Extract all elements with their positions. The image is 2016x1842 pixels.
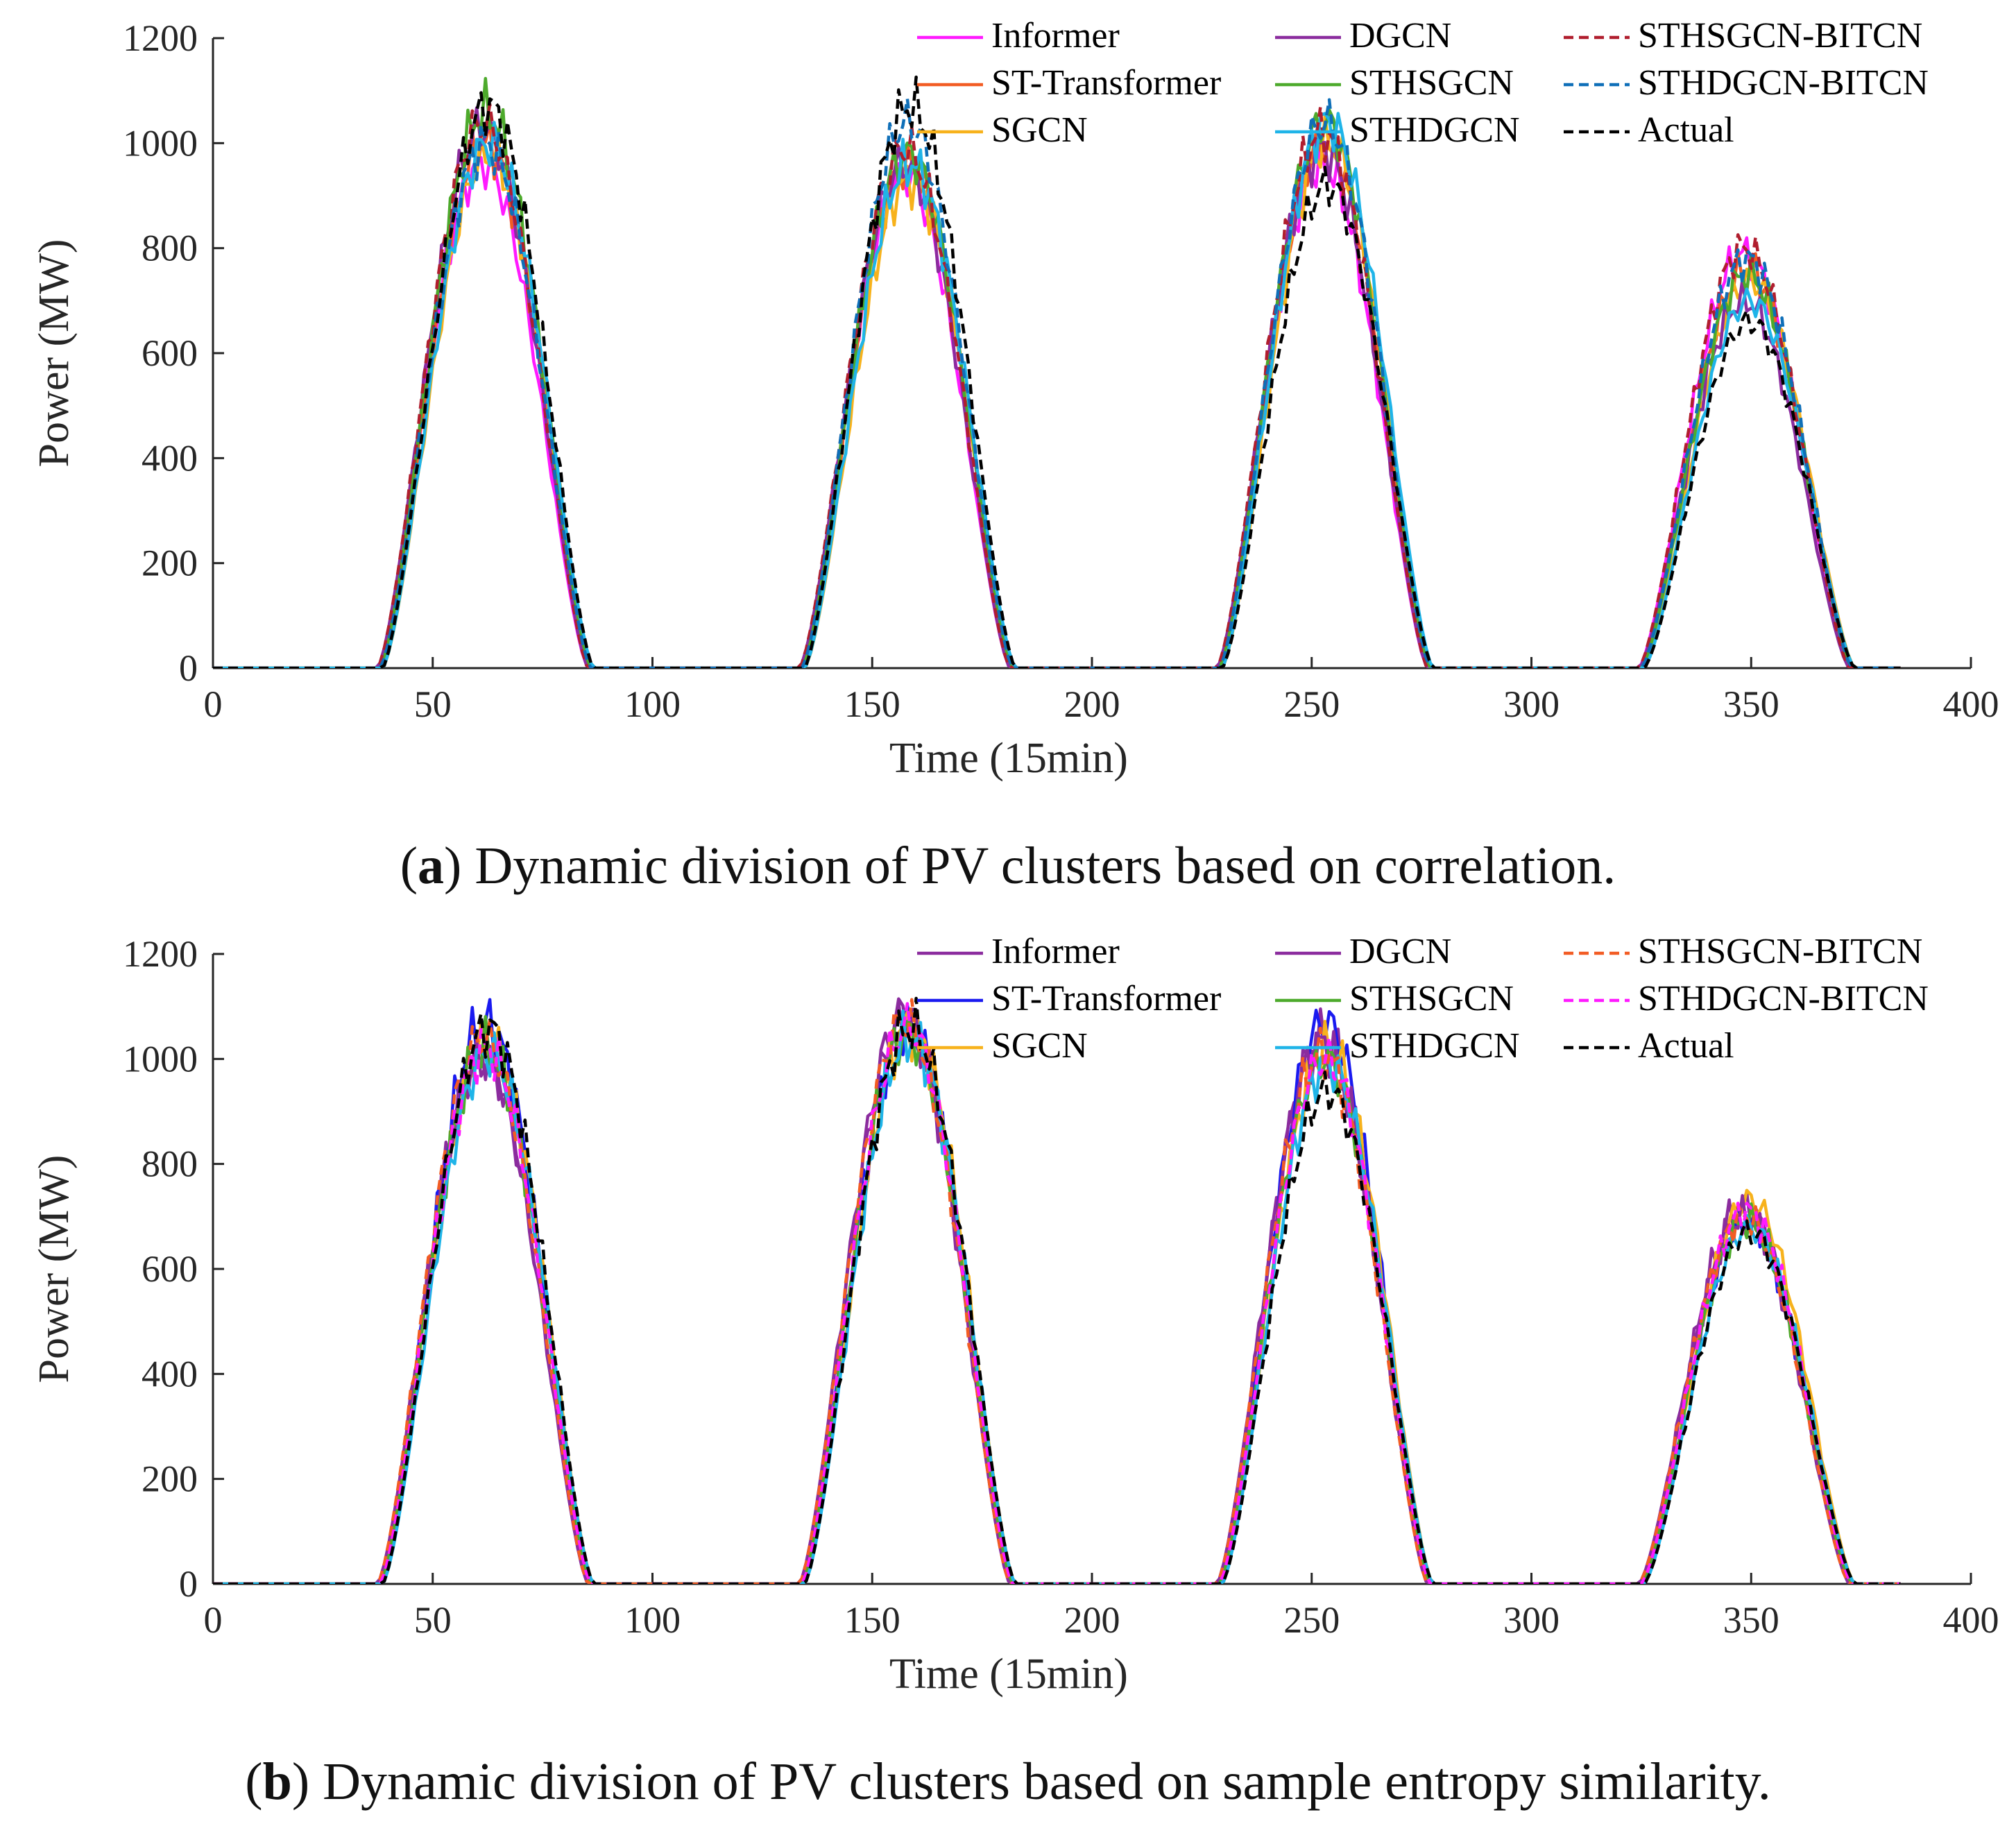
y-axis-title: Power (MW) — [31, 1155, 78, 1383]
x-tick-label: 200 — [1064, 683, 1120, 725]
series-group — [213, 75, 1901, 668]
y-tick-label: 200 — [142, 543, 198, 584]
y-tick-label: 800 — [142, 228, 198, 269]
legend-label: STHSGCN — [1349, 979, 1514, 1018]
series-line-st-transformer — [213, 120, 1901, 668]
legend-label: Actual — [1638, 1026, 1734, 1066]
legend-label: ST-Transformer — [991, 63, 1221, 103]
x-tick-label: 400 — [1943, 1599, 1999, 1641]
legend-label: DGCN — [1349, 16, 1451, 56]
legend-label: Informer — [991, 16, 1120, 56]
x-tick-label: 200 — [1064, 1599, 1120, 1641]
x-tick-label: 0 — [204, 683, 223, 725]
y-tick-label: 1000 — [123, 122, 198, 164]
series-line-informer — [213, 135, 1901, 668]
y-axis-title: Power (MW) — [31, 239, 78, 468]
chart-a: 0 50 100 150 200 250 300 350 400 0 200 400 600 800 100… — [31, 16, 1999, 782]
legend-label: DGCN — [1349, 932, 1451, 971]
x-tick-label: 50 — [414, 1599, 452, 1641]
y-tick-label: 1000 — [123, 1038, 198, 1080]
series-line-sthdgcn-bitcn — [213, 97, 1901, 668]
x-tick-label: 350 — [1723, 683, 1779, 725]
x-tick-label: 100 — [624, 1599, 681, 1641]
legend-label: STHDGCN — [1349, 1026, 1520, 1066]
y-tick-label: 800 — [142, 1143, 198, 1185]
caption-b-text: ) Dynamic division of PV clusters based … — [291, 1753, 1771, 1811]
y-tick-label: 1200 — [123, 933, 198, 975]
caption-a-text: ) Dynamic division of PV clusters based … — [444, 837, 1616, 895]
legend-label: STHDGCN-BITCN — [1638, 979, 1929, 1018]
legend-label: SGCN — [991, 110, 1088, 150]
caption-a-letter: a — [418, 837, 445, 895]
y-tick-label: 400 — [142, 437, 198, 479]
y-tick-label: 400 — [142, 1353, 198, 1395]
chart-b: 0 50 100 150 200 250 300 350 400 0 200 400 600 800 100… — [31, 932, 1999, 1698]
x-tick-label: 300 — [1503, 1599, 1560, 1641]
x-tick-label: 350 — [1723, 1599, 1779, 1641]
series-line-sthdgcn — [213, 1009, 1901, 1584]
series-line-sthsgcn — [213, 1014, 1901, 1584]
series-line-sthsgcn — [213, 76, 1901, 668]
y-tick-label: 0 — [179, 1563, 198, 1605]
series-line-sgcn — [213, 1010, 1901, 1584]
y-tick-label: 1200 — [123, 17, 198, 59]
y-tick-label: 600 — [142, 1248, 198, 1290]
legend-label: Actual — [1638, 110, 1734, 150]
caption-b-letter: b — [262, 1753, 292, 1811]
legend-label: STHDGCN — [1349, 110, 1520, 150]
x-axis-title: Time (15min) — [889, 1651, 1128, 1698]
x-tick-label: 150 — [844, 1599, 900, 1641]
y-tick-label: 600 — [142, 332, 198, 374]
series-line-sthdgcn-bitcn — [213, 1002, 1901, 1584]
legend-label: STHSGCN-BITCN — [1638, 16, 1922, 56]
x-tick-label: 400 — [1943, 683, 1999, 725]
y-tick-label: 200 — [142, 1458, 198, 1500]
y-tick-label: 0 — [179, 647, 198, 689]
caption-a: (a) Dynamic division of PV clusters base… — [400, 837, 1616, 895]
x-tick-label: 0 — [204, 1599, 223, 1641]
x-tick-label: 250 — [1283, 683, 1340, 725]
x-tick-label: 100 — [624, 683, 681, 725]
x-axis-title: Time (15min) — [889, 735, 1128, 782]
series-line-dgcn — [213, 1000, 1901, 1584]
caption-b: (b) Dynamic division of PV clusters base… — [245, 1753, 1771, 1811]
legend-label: STHSGCN — [1349, 63, 1514, 103]
legend-label: SGCN — [991, 1026, 1088, 1066]
legend-label: ST-Transformer — [991, 979, 1221, 1018]
x-tick-label: 300 — [1503, 683, 1560, 725]
legend-label: Informer — [991, 932, 1120, 971]
series-group — [213, 996, 1901, 1584]
legend-label: STHDGCN-BITCN — [1638, 63, 1929, 103]
series-line-actual — [213, 996, 1901, 1584]
x-tick-label: 50 — [414, 683, 452, 725]
x-tick-label: 150 — [844, 683, 900, 725]
x-tick-label: 250 — [1283, 1599, 1340, 1641]
legend-label: STHSGCN-BITCN — [1638, 932, 1922, 971]
series-line-sthdgcn — [213, 112, 1901, 668]
